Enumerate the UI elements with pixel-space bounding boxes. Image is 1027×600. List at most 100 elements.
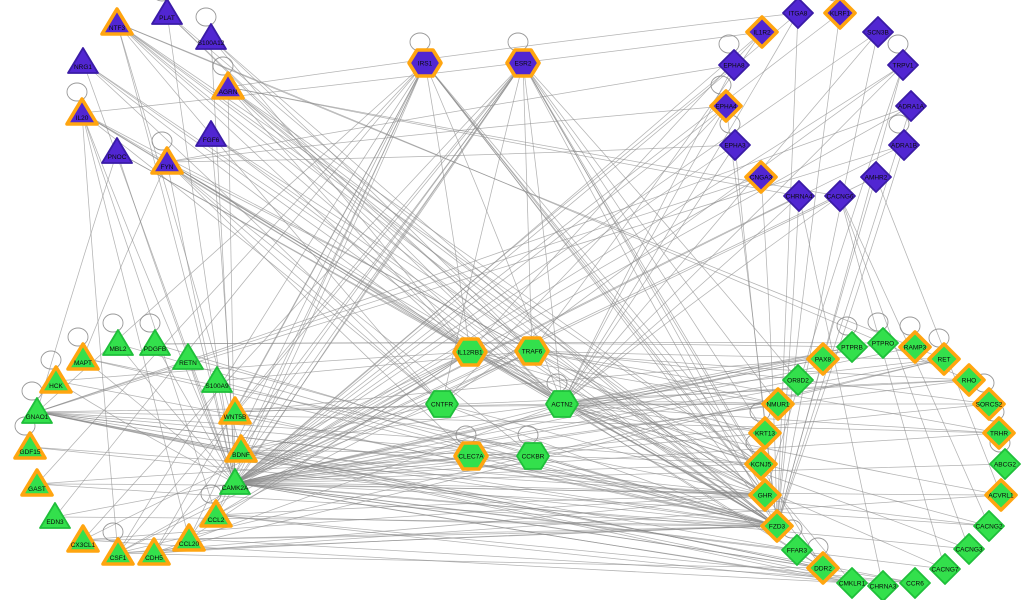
- node-IL1R2[interactable]: IL1R2: [745, 15, 779, 49]
- edge-CAMK2A-RAMP3: [234, 346, 916, 484]
- node-NTF3[interactable]: NTF3: [100, 7, 134, 36]
- node-IL12RB1[interactable]: IL12RB1: [452, 337, 488, 367]
- edge-ACTN2-TRHR: [561, 403, 1000, 434]
- hexagon-shape: [516, 442, 550, 470]
- edge-FYN-EPHA3: [166, 144, 736, 163]
- edge-EPHA4-ACTN2: [561, 105, 727, 405]
- node-TRAF6[interactable]: TRAF6: [514, 336, 550, 366]
- node-FZD3[interactable]: FZD3: [760, 509, 794, 543]
- node-PDGFB[interactable]: PDGFB: [139, 329, 171, 356]
- hexagon-shape: [505, 48, 541, 78]
- diamond-shape: [718, 49, 750, 81]
- node-RHO[interactable]: RHO: [952, 363, 986, 397]
- node-PNOC[interactable]: PNOC: [101, 137, 133, 164]
- node-RET[interactable]: RET: [927, 342, 961, 376]
- triangle-shape: [13, 431, 47, 460]
- node-ESR2[interactable]: ESR2: [505, 48, 541, 78]
- edge-FGF6-CAMK2A: [210, 134, 236, 484]
- hexagon-shape: [452, 337, 488, 367]
- node-CMKLR1[interactable]: CMKLR1: [836, 567, 868, 599]
- node-AMHR2[interactable]: AMHR2: [860, 161, 892, 193]
- edge-IL12RB1-CAMK2A: [234, 351, 471, 484]
- node-ABCG2[interactable]: ABCG2: [989, 448, 1021, 480]
- edge-TRPV1-CAMK2A: [234, 64, 904, 484]
- diamond-shape: [748, 416, 782, 450]
- node-S100A12[interactable]: S100A12: [195, 23, 227, 50]
- edge-TRAF6-GHR: [531, 350, 766, 496]
- node-ACTN2[interactable]: ACTN2: [545, 390, 579, 418]
- node-GHR[interactable]: GHR: [748, 478, 782, 512]
- node-TRHR[interactable]: TRHR: [982, 416, 1016, 450]
- node-CCKBR[interactable]: CCKBR: [516, 442, 550, 470]
- edge-FYN-EPHA8: [166, 64, 735, 163]
- edge-GNAO1-CACNG2: [36, 411, 990, 527]
- node-IL20[interactable]: IL20: [65, 97, 99, 126]
- edge-ESR2-KRT13: [522, 62, 766, 434]
- edge-TRAF6-RET: [531, 350, 945, 360]
- node-CNGA3[interactable]: CNGA3: [744, 160, 778, 194]
- triangle-shape: [199, 499, 233, 528]
- diamond-shape: [760, 509, 794, 543]
- node-FGF6[interactable]: FGF6: [195, 120, 227, 147]
- node-CHRNA4[interactable]: CHRNA4: [783, 180, 815, 212]
- triangle-shape: [100, 7, 134, 36]
- node-CX3CL1[interactable]: CX3CL1: [66, 524, 100, 553]
- node-CACNG7[interactable]: CACNG7: [929, 553, 961, 585]
- node-ADRA1A[interactable]: ADRA1A: [895, 90, 927, 122]
- node-ADRA1B[interactable]: ADRA1B: [888, 129, 920, 161]
- node-CCL20[interactable]: CCL20: [172, 523, 206, 552]
- edge-FYN-CAMK2A: [166, 161, 236, 484]
- node-GNAO1[interactable]: GNAO1: [21, 397, 53, 424]
- edge-ITGA8-ACTN2: [561, 12, 799, 405]
- node-CCR6[interactable]: CCR6: [899, 567, 931, 599]
- node-CHRNA3[interactable]: CHRNA3: [867, 570, 899, 600]
- self-loop-AGRN: [212, 56, 234, 76]
- node-SORCS2[interactable]: SORCS2: [972, 387, 1006, 421]
- node-KRT13[interactable]: KRT13: [748, 416, 782, 450]
- self-loop-EPHA8: [718, 34, 740, 54]
- node-HCK[interactable]: HCK: [39, 365, 73, 394]
- triangle-shape: [201, 366, 233, 393]
- edge-CCL20-FZD3: [188, 525, 778, 540]
- node-GAST[interactable]: GAST: [20, 468, 54, 497]
- node-S100A9[interactable]: S100A9: [201, 366, 233, 393]
- diamond-shape: [782, 0, 814, 29]
- self-loop-ADRA1B: [888, 114, 910, 134]
- diamond-shape: [989, 448, 1021, 480]
- triangle-shape: [66, 342, 100, 371]
- node-MAPT[interactable]: MAPT: [66, 342, 100, 371]
- node-MBL2[interactable]: MBL2: [102, 329, 134, 356]
- edge-ACTN2-CACNG7: [561, 403, 946, 570]
- edge-TRAF6-RHO: [531, 350, 970, 381]
- node-KLRF1[interactable]: KLRF1: [823, 0, 857, 30]
- edge-EPHA8-CAMK2A: [234, 64, 735, 484]
- node-CNTFR[interactable]: CNTFR: [425, 390, 459, 418]
- triangle-shape: [137, 537, 171, 566]
- edge-AGRN-KCNJ5: [227, 86, 762, 465]
- node-ITGA8[interactable]: ITGA8: [782, 0, 814, 29]
- triangle-shape: [139, 329, 171, 356]
- node-NRG1[interactable]: NRG1: [67, 47, 99, 74]
- diamond-shape: [709, 89, 743, 123]
- edge-TRAF6-KCNJ5: [531, 350, 762, 465]
- triangle-shape: [101, 537, 135, 566]
- edge-S100A9-TRAF6: [216, 350, 533, 382]
- node-PTPRO[interactable]: PTPRO: [867, 327, 899, 359]
- node-NMUR1[interactable]: NMUR1: [761, 387, 795, 421]
- edge-ESR2-NMUR1: [522, 62, 779, 405]
- node-CACNG3[interactable]: CACNG3: [953, 533, 985, 565]
- node-ACVRL1[interactable]: ACVRL1: [984, 478, 1018, 512]
- node-EPHA3[interactable]: EPHA3: [719, 129, 751, 161]
- edge-WNT5B-PAX8: [234, 358, 824, 413]
- node-PLAT[interactable]: PLAT: [151, 0, 183, 25]
- node-IRS1[interactable]: IRS1: [407, 48, 443, 78]
- node-GDF15[interactable]: GDF15: [13, 431, 47, 460]
- self-loop-CSF1: [102, 522, 124, 542]
- node-EDN3[interactable]: EDN3: [39, 502, 71, 529]
- node-CLEC7A[interactable]: CLEC7A: [453, 441, 489, 471]
- node-CACNG6[interactable]: CACNG6: [824, 180, 856, 212]
- edge-NTF3-ACTN2: [116, 22, 563, 405]
- node-CACNG2[interactable]: CACNG2: [973, 510, 1005, 542]
